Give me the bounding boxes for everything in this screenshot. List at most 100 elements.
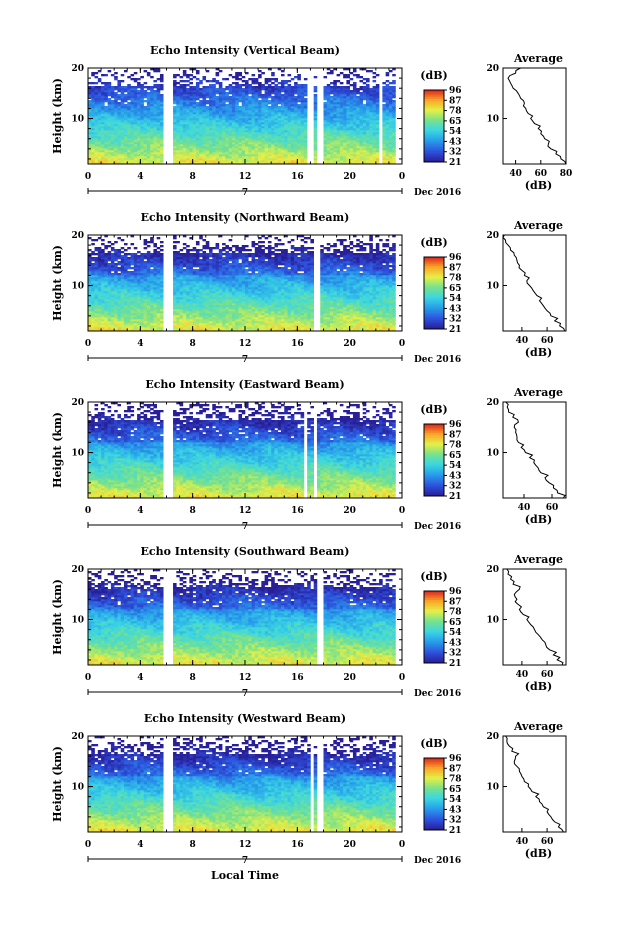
heatmap-cell (137, 148, 141, 150)
heatmap-cell (363, 122, 367, 124)
heatmap-cell (382, 100, 386, 102)
heatmap-cell (291, 305, 295, 307)
heatmap-cell (209, 94, 213, 96)
heatmap-cell (222, 325, 226, 327)
heatmap-cell (229, 108, 233, 110)
heatmap-cell (114, 126, 118, 128)
heatmap-cell (274, 158, 278, 160)
heatmap-cell (147, 142, 151, 144)
heatmap-cell (173, 136, 177, 138)
heatmap-cell (121, 98, 125, 100)
heatmap-cell (225, 158, 229, 160)
heatmap-cell (238, 325, 242, 327)
heatmap-cell (389, 146, 393, 148)
heatmap-cell (350, 303, 354, 305)
heatmap-cell (140, 104, 144, 106)
heatmap-cell (117, 148, 121, 150)
heatmap-cell (294, 122, 298, 124)
heatmap-cell (307, 317, 311, 319)
heatmap-cell (124, 319, 128, 321)
heatmap-cell (134, 114, 138, 116)
heatmap-cell (186, 124, 190, 126)
heatmap-cell (127, 140, 131, 142)
heatmap-cell (173, 102, 177, 104)
heatmap-cell (150, 120, 154, 122)
heatmap-cell (238, 126, 242, 128)
heatmap-cell (147, 130, 151, 132)
heatmap-cell (291, 323, 295, 325)
heatmap-cell (392, 152, 396, 154)
heatmap-cell (353, 126, 357, 128)
heatmap-cell (232, 128, 236, 130)
heatmap-cell (248, 309, 252, 311)
heatmap-cell (199, 116, 203, 118)
heatmap-cell (274, 94, 278, 96)
heatmap-cell (219, 154, 223, 156)
heatmap-cell (392, 311, 396, 313)
heatmap-cell (356, 98, 360, 100)
heatmap-cell (117, 309, 121, 311)
heatmap-cell (350, 142, 354, 144)
heatmap-cell (242, 303, 246, 305)
heatmap-cell (91, 315, 95, 317)
heatmap-cell (363, 136, 367, 138)
heatmap-cell (265, 138, 269, 140)
heatmap-cell (320, 307, 324, 309)
heatmap-cell (186, 321, 190, 323)
heatmap-cell (111, 154, 115, 156)
heatmap-cell (337, 323, 341, 325)
heatmap-cell (101, 128, 105, 130)
heatmap-cell (196, 317, 200, 319)
heatmap-cell (216, 114, 220, 116)
heatmap-cell (121, 120, 125, 122)
heatmap-cell (176, 112, 180, 114)
heatmap-cell (376, 321, 380, 323)
heatmap-cell (216, 110, 220, 112)
heatmap-cell (363, 303, 367, 305)
heatmap-cell (382, 160, 386, 162)
heatmap-cell (248, 325, 252, 327)
heatmap-cell (261, 130, 265, 132)
heatmap-cell (271, 106, 275, 108)
heatmap-cell (117, 122, 121, 124)
average-x-tick-label: 60 (535, 169, 548, 179)
heatmap-cell (327, 323, 331, 325)
heatmap-cell (183, 154, 187, 156)
heatmap-cell (278, 319, 282, 321)
heatmap-cell (98, 100, 102, 102)
heatmap-cell (238, 321, 242, 323)
heatmap-cell (252, 94, 256, 96)
heatmap-cell (212, 134, 216, 136)
heatmap-cell (137, 78, 141, 80)
heatmap-cell (350, 110, 354, 112)
heatmap-cell (304, 311, 308, 313)
heatmap-cell (281, 140, 285, 142)
heatmap-cell (134, 136, 138, 138)
heatmap-cell (297, 130, 301, 132)
heatmap-cell (219, 150, 223, 152)
heatmap-cell (291, 319, 295, 321)
heatmap-cell (353, 122, 357, 124)
heatmap-cell (101, 94, 105, 96)
heatmap-cell (229, 305, 233, 307)
heatmap-cell (340, 120, 344, 122)
heatmap-cell (108, 84, 112, 86)
heatmap-cell (238, 124, 242, 126)
heatmap-cell (137, 106, 141, 108)
heatmap-cell (202, 305, 206, 307)
heatmap-cell (245, 72, 249, 74)
heatmap-cell (108, 86, 112, 88)
heatmap-cell (91, 126, 95, 128)
heatmap-cell (386, 114, 390, 116)
heatmap-cell (131, 118, 135, 120)
heatmap-cell (337, 104, 341, 106)
heatmap-cell (340, 142, 344, 144)
heatmap-cell (327, 104, 331, 106)
heatmap-cell (353, 142, 357, 144)
heatmap-cell (147, 116, 151, 118)
heatmap-cell (225, 140, 229, 142)
heatmap-cell (98, 309, 102, 311)
heatmap-cell (324, 130, 328, 132)
heatmap-cell (314, 136, 318, 138)
heatmap-cell (114, 305, 118, 307)
